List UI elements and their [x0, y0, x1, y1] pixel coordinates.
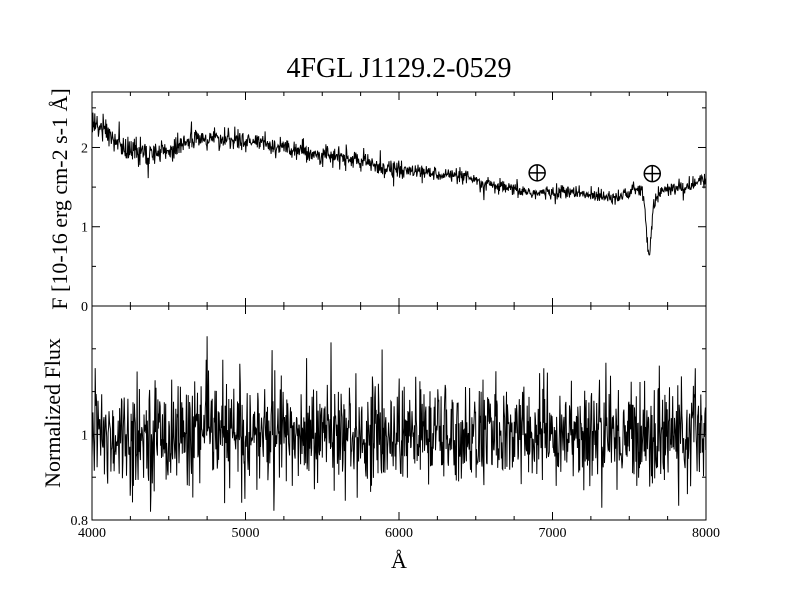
y-tick-label: 0	[81, 300, 88, 315]
x-tick-label: 8000	[692, 526, 720, 541]
chart-title: 4FGL J1129.2-0529	[286, 53, 511, 84]
x-tick-label: 4000	[78, 526, 106, 541]
normalized-flux-line	[91, 336, 707, 512]
x-tick-label: 6000	[385, 526, 413, 541]
normalized-flux-series	[91, 336, 707, 512]
y-tick-label: 1	[81, 428, 88, 443]
bottom-panel-frame	[91, 305, 707, 521]
flux-series	[91, 112, 707, 256]
top-y-axis-label: F [10-16 erg cm-2 s-1 Å]	[47, 88, 72, 309]
x-tick-label: 5000	[232, 526, 260, 541]
y-tick-label: 0.8	[71, 514, 89, 529]
y-tick-label: 1	[81, 221, 88, 236]
telluric-marker	[528, 164, 546, 182]
flux-ylabel: F [10-16 erg cm-2 s-1 Å]	[47, 88, 72, 309]
normalized-ylabel: Normalized Flux	[40, 338, 65, 488]
y-tick-label: 2	[81, 141, 88, 156]
telluric-marker	[643, 164, 662, 183]
top-panel-ticks: 0 1 2	[81, 92, 707, 315]
bottom-panel-ticks: 0.8 1 4000 5000 6000 7000 8000	[71, 305, 720, 541]
x-tick-label: 7000	[539, 526, 567, 541]
flux-line	[91, 112, 707, 256]
top-panel-frame	[91, 91, 707, 307]
telluric-markers	[528, 164, 662, 183]
x-axis-label: Å	[391, 548, 407, 573]
bottom-y-axis-label: Normalized Flux	[40, 338, 65, 488]
